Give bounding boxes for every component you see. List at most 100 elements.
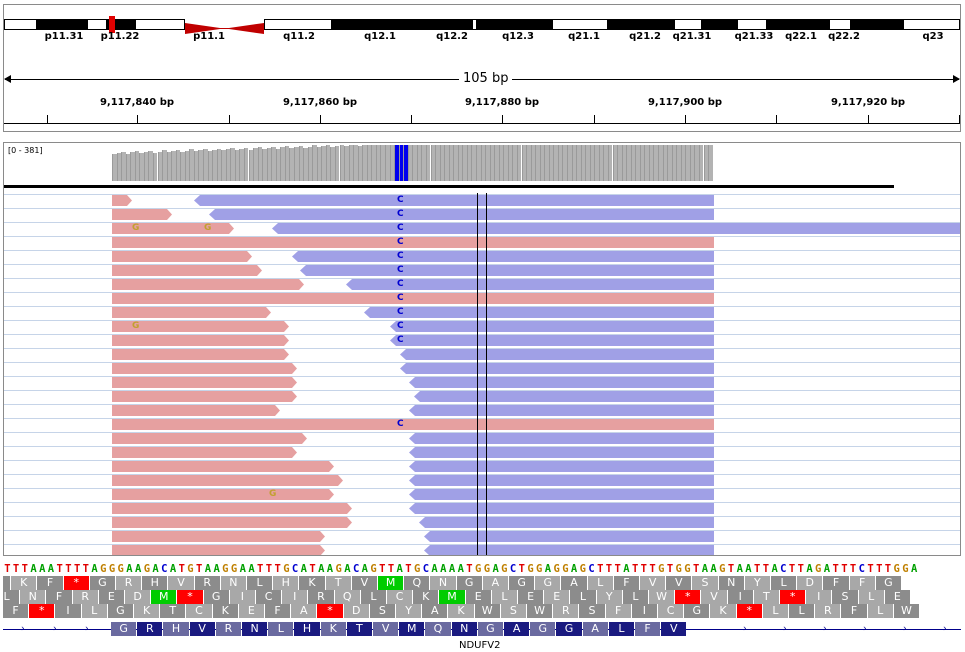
amino-acid: F bbox=[37, 576, 63, 590]
reverse-read[interactable] bbox=[409, 475, 714, 486]
forward-read[interactable] bbox=[112, 447, 297, 458]
reverse-read[interactable] bbox=[424, 531, 714, 542]
exon-amino-acid: V bbox=[373, 622, 399, 636]
nucleotide: T bbox=[832, 563, 839, 575]
forward-read[interactable] bbox=[112, 377, 297, 388]
amino-acid: G bbox=[456, 576, 482, 590]
nucleotide: A bbox=[344, 563, 351, 575]
reverse-read[interactable] bbox=[409, 461, 714, 472]
amino-acid: L bbox=[858, 590, 884, 604]
nucleotide: C bbox=[509, 563, 517, 575]
forward-read[interactable] bbox=[112, 209, 172, 220]
reverse-read[interactable] bbox=[364, 307, 714, 318]
coverage-bar bbox=[248, 149, 254, 181]
forward-read[interactable] bbox=[112, 531, 325, 542]
row-divider bbox=[4, 320, 960, 321]
amino-acid: N bbox=[430, 576, 456, 590]
forward-read[interactable] bbox=[112, 475, 343, 486]
coverage-bar bbox=[298, 145, 304, 181]
row-divider bbox=[4, 404, 960, 405]
reverse-read[interactable] bbox=[400, 349, 714, 360]
chromosome-ideogram[interactable] bbox=[4, 16, 960, 34]
forward-read[interactable] bbox=[112, 363, 297, 374]
forward-read[interactable] bbox=[112, 419, 714, 430]
forward-read[interactable] bbox=[112, 321, 289, 332]
forward-read[interactable] bbox=[112, 405, 280, 416]
forward-read[interactable] bbox=[112, 391, 297, 402]
cytoband-label: p11.1 bbox=[193, 31, 225, 42]
cytoband bbox=[767, 19, 829, 30]
coverage-bar bbox=[380, 145, 385, 181]
reverse-read[interactable] bbox=[272, 223, 960, 234]
coverage-bar bbox=[603, 145, 608, 181]
coverage-bar bbox=[530, 145, 536, 181]
forward-read[interactable] bbox=[112, 195, 132, 206]
forward-read[interactable] bbox=[112, 349, 289, 360]
ruler-tick bbox=[137, 115, 138, 123]
forward-read[interactable] bbox=[112, 251, 252, 262]
reverse-read[interactable] bbox=[409, 377, 714, 388]
reverse-read[interactable] bbox=[300, 265, 714, 276]
coverage-bar bbox=[667, 145, 672, 181]
reverse-read[interactable] bbox=[292, 251, 714, 262]
forward-read[interactable] bbox=[112, 545, 325, 556]
forward-read[interactable] bbox=[112, 335, 289, 346]
coverage-bar bbox=[430, 145, 436, 181]
coverage-bar bbox=[239, 148, 244, 181]
reverse-read[interactable] bbox=[209, 209, 714, 220]
coverage-bar bbox=[644, 145, 649, 181]
row-divider bbox=[4, 264, 960, 265]
reverse-read[interactable] bbox=[409, 447, 714, 458]
coverage-bar bbox=[635, 145, 640, 181]
forward-read[interactable] bbox=[112, 265, 262, 276]
coverage-bar bbox=[498, 145, 504, 181]
exon-amino-acid: T bbox=[346, 622, 372, 636]
cytoband bbox=[702, 19, 737, 30]
span-right-arrow-icon bbox=[953, 75, 960, 83]
reverse-read[interactable] bbox=[409, 405, 714, 416]
reverse-read[interactable] bbox=[414, 391, 714, 402]
forward-read[interactable] bbox=[112, 517, 352, 528]
nucleotide: G bbox=[230, 563, 238, 575]
stop-codon: * bbox=[63, 576, 89, 590]
forward-read[interactable] bbox=[112, 433, 307, 444]
forward-read[interactable] bbox=[112, 293, 714, 304]
reverse-read[interactable] bbox=[390, 335, 714, 346]
reverse-read[interactable] bbox=[346, 279, 714, 290]
forward-read[interactable] bbox=[112, 237, 714, 248]
reverse-read[interactable] bbox=[194, 195, 714, 206]
nucleotide: A bbox=[710, 563, 717, 575]
reverse-read[interactable] bbox=[409, 503, 714, 514]
forward-read[interactable] bbox=[112, 503, 352, 514]
nucleotide: T bbox=[640, 563, 647, 575]
nucleotide: G bbox=[562, 563, 569, 575]
forward-read[interactable] bbox=[112, 279, 304, 290]
forward-read[interactable] bbox=[112, 223, 234, 234]
reverse-read[interactable] bbox=[409, 433, 714, 444]
reverse-read[interactable] bbox=[419, 517, 714, 528]
amino-acid: L bbox=[3, 590, 20, 604]
coverage-bar bbox=[312, 145, 317, 181]
amino-acid: G bbox=[684, 604, 710, 618]
amino-acid: E bbox=[544, 590, 570, 604]
coverage-bar bbox=[171, 151, 176, 181]
nucleotide: T bbox=[631, 563, 639, 575]
reverse-read[interactable] bbox=[400, 363, 714, 374]
cytoband-label: q21.2 bbox=[629, 31, 661, 42]
gene-name[interactable]: NDUFV2 bbox=[459, 640, 501, 651]
reverse-read[interactable] bbox=[409, 489, 714, 500]
coverage-bar bbox=[198, 150, 203, 181]
forward-read[interactable] bbox=[112, 461, 334, 472]
coverage-bar bbox=[334, 145, 340, 181]
forward-read[interactable] bbox=[112, 489, 334, 500]
nucleotide: T bbox=[692, 563, 700, 575]
row-divider bbox=[4, 376, 960, 377]
reverse-read[interactable] bbox=[390, 321, 714, 332]
reverse-read[interactable] bbox=[424, 545, 714, 555]
nucleotide: C bbox=[588, 563, 595, 575]
row-divider bbox=[4, 460, 960, 461]
cytoband bbox=[552, 19, 608, 30]
forward-read[interactable] bbox=[112, 307, 271, 318]
